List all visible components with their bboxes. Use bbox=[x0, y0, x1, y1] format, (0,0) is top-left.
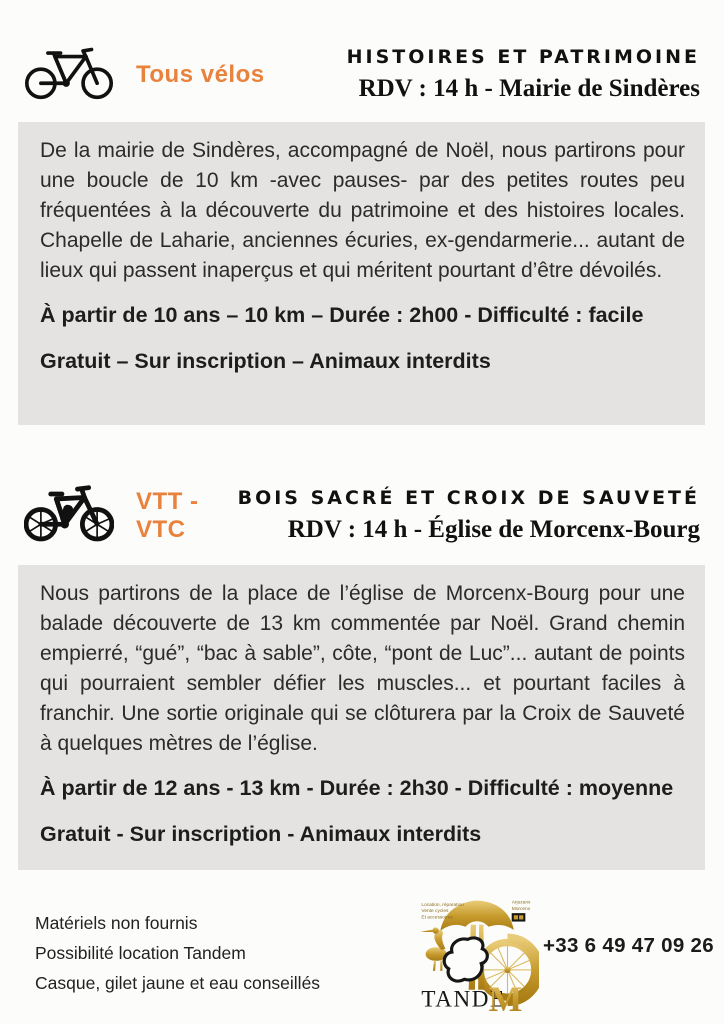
section-1-header: Tous vélos HISTOIRES ET PATRIMOINE RDV :… bbox=[24, 42, 700, 107]
tandem-logo: Location, réparation Vente cycles Et acc… bbox=[413, 889, 544, 1019]
footer-notes: Matériels non fournis Possibilité locati… bbox=[35, 908, 320, 998]
category-label: Tous vélos bbox=[136, 60, 265, 88]
logo-location-line: Morcenx bbox=[512, 906, 531, 912]
section-2-titles: BOIS SACRÉ ET CROIX DE SAUVETÉ RDV : 14 … bbox=[238, 487, 700, 544]
section-1-titles: HISTOIRES ET PATRIMOINE RDV : 14 h - Mai… bbox=[347, 46, 700, 103]
road-bike-icon bbox=[24, 42, 114, 107]
logo-brand-prefix: TANDE bbox=[421, 986, 505, 1012]
heron-bird-glyph bbox=[420, 927, 447, 971]
section-2-info: À partir de 12 ans - 13 km - Durée : 2h3… bbox=[40, 776, 674, 800]
logo-location-line: Arjuzanx bbox=[512, 900, 531, 906]
section-2-box: Nous partirons de la place de l’église d… bbox=[18, 565, 705, 870]
section-2-rdv: RDV : 14 h - Église de Morcenx-Bourg bbox=[287, 516, 700, 543]
map-outline-glyph bbox=[442, 936, 489, 983]
section-2-title: BOIS SACRÉ ET CROIX DE SAUVETÉ bbox=[237, 487, 700, 509]
mountain-bike-icon bbox=[23, 482, 115, 549]
section-1-box: De la mairie de Sindères, accompagné de … bbox=[18, 122, 705, 425]
footer-note: Matériels non fournis bbox=[35, 913, 198, 933]
footer-note: Possibilité location Tandem bbox=[35, 943, 246, 963]
logo-service-line: Location, réparation bbox=[421, 902, 464, 908]
section-1-conditions: Gratuit – Sur inscription – Animaux inte… bbox=[40, 349, 491, 373]
logo-service-line: Vente cycles bbox=[421, 908, 449, 914]
section-1-info: À partir de 10 ans – 10 km – Durée : 2h0… bbox=[40, 303, 644, 327]
footer-note: Casque, gilet jaune et eau conseillés bbox=[35, 973, 321, 993]
section-2-description: Nous partirons de la place de l’église d… bbox=[40, 582, 685, 755]
section-1-rdv: RDV : 14 h - Mairie de Sindères bbox=[358, 75, 700, 102]
section-1-title: HISTOIRES ET PATRIMOINE bbox=[346, 46, 700, 68]
section-1-description: De la mairie de Sindères, accompagné de … bbox=[40, 139, 685, 282]
logo-service-line: Et accessoires bbox=[421, 914, 453, 920]
section-2-header: VTT - VTC BOIS SACRÉ ET CROIX DE SAUVETÉ… bbox=[23, 482, 700, 549]
category-label: VTT - VTC bbox=[136, 487, 199, 543]
logo-brand-m: M bbox=[489, 979, 523, 1015]
section-2-conditions: Gratuit - Sur inscription - Animaux inte… bbox=[40, 822, 482, 846]
phone-number: +33 6 49 47 09 26 bbox=[543, 934, 714, 957]
